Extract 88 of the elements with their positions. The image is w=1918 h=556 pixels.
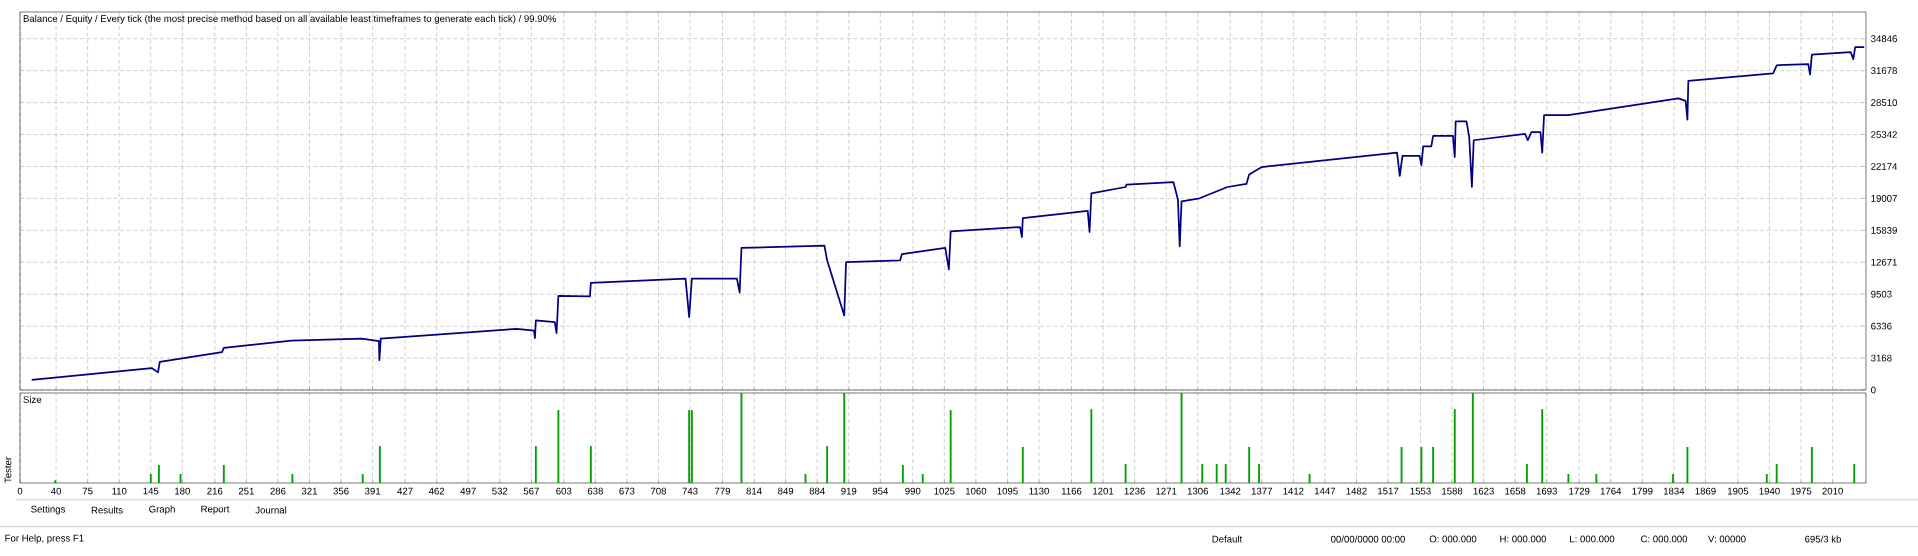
y-tick-label: 34846: [1871, 35, 1897, 43]
x-tick-label: 919: [841, 487, 857, 495]
text: Results: [91, 506, 123, 514]
x-tick-label: 1799: [1632, 487, 1653, 495]
x-tick-label: 497: [460, 487, 476, 495]
text: H: 000.000: [1500, 535, 1547, 543]
x-tick-label: 1271: [1156, 487, 1177, 495]
chart-title: Balance / Equity / Every tick (the most precise method based on all available least timeframes to generate each tick) / 99.90%: [23, 14, 557, 24]
x-tick-label: 1553: [1410, 487, 1431, 495]
x-tick-label: 1447: [1314, 487, 1336, 495]
y-tick-label: 22174: [1871, 163, 1898, 170]
x-tick-label: 1869: [1695, 487, 1716, 495]
x-tick-label: 1306: [1187, 487, 1208, 495]
y-tick-label: 28510: [1871, 99, 1897, 106]
line-series: [30, 46, 1866, 381]
x-tick-label: 40: [50, 487, 62, 495]
x-tick-label: 1060: [965, 487, 987, 495]
text: Settings: [31, 505, 66, 515]
x-tick-label: 990: [905, 487, 921, 495]
y-tick-label: 31678: [1871, 67, 1897, 75]
x-tick-label: 1166: [1061, 487, 1082, 495]
x-tick-label: 356: [333, 487, 349, 495]
chart-title: Size: [23, 395, 42, 403]
text: 00/00/0000 00:00: [1331, 535, 1405, 543]
x-tick-label: 884: [809, 487, 825, 495]
x-tick-label: 2010: [1822, 487, 1843, 495]
y-tick-label: 15839: [1871, 226, 1897, 234]
text: Journal: [255, 506, 287, 514]
x-tick-label: 216: [207, 487, 223, 495]
x-tick-label: 1025: [934, 487, 955, 495]
x-tick-label: 1834: [1663, 487, 1685, 495]
x-tick-label: 532: [492, 487, 508, 495]
x-tick-label: 391: [364, 487, 381, 495]
x-tick-label: 321: [301, 487, 318, 495]
x-tick-label: 180: [175, 487, 190, 495]
y-tick-label: 0: [1871, 386, 1876, 394]
x-tick-label: 1482: [1346, 487, 1367, 495]
x-tick-label: 145: [143, 487, 159, 495]
text: V: 00000: [1708, 535, 1746, 543]
x-tick-label: 1764: [1600, 487, 1622, 495]
x-tick-label: 1412: [1283, 487, 1304, 495]
text: Report: [201, 505, 230, 515]
x-tick-label: 75: [82, 487, 93, 495]
y-tick-label: 19007: [1871, 195, 1897, 202]
x-tick-label: 954: [872, 487, 889, 495]
x-tick-label: 638: [587, 487, 603, 495]
x-tick-label: 286: [270, 487, 286, 495]
y-tick-label: 12671: [1871, 258, 1897, 266]
x-tick-label: 1940: [1759, 487, 1780, 495]
x-tick-label: 1623: [1473, 487, 1494, 495]
text: L: 000.000: [1570, 535, 1615, 543]
x-tick-label: 1905: [1727, 487, 1749, 495]
x-tick-label: 1729: [1569, 487, 1590, 495]
x-tick-label: 110: [112, 487, 127, 495]
x-tick-label: 1342: [1220, 487, 1241, 495]
x-tick-label: 814: [746, 487, 762, 495]
x-tick-label: 251: [238, 487, 254, 495]
x-tick-label: 1588: [1442, 487, 1463, 495]
x-tick-label: 0: [17, 487, 23, 495]
x-tick-label: 1236: [1124, 487, 1145, 495]
x-tick-label: 603: [556, 487, 572, 495]
text: C: 000.000: [1641, 535, 1688, 543]
x-tick-label: 1975: [1791, 487, 1812, 495]
x-tick-label: 1658: [1505, 487, 1526, 495]
x-tick-label: 567: [523, 487, 539, 495]
x-tick-label: 427: [397, 487, 413, 495]
y-tick-label: 25342: [1871, 131, 1897, 138]
x-tick-label: 1377: [1251, 487, 1272, 495]
y-tick-label: 3168: [1871, 354, 1892, 362]
text: Tester: [4, 457, 12, 483]
x-tick-label: 1201: [1093, 487, 1114, 495]
text: 695/3 kb: [1805, 535, 1841, 543]
x-tick-label: 1693: [1536, 487, 1557, 495]
x-tick-label: 462: [428, 487, 445, 495]
x-tick-label: 673: [619, 487, 635, 495]
text: Default: [1212, 535, 1243, 543]
text: O: 000.000: [1429, 535, 1477, 543]
text: For Help, press F1: [5, 534, 84, 544]
y-tick-label: 9503: [1871, 290, 1892, 298]
x-tick-label: 708: [650, 487, 667, 495]
x-tick-label: 1517: [1378, 487, 1399, 495]
x-tick-label: 743: [682, 487, 698, 495]
x-tick-label: 849: [778, 487, 794, 495]
x-tick-label: 779: [715, 487, 731, 495]
x-tick-label: 1095: [997, 487, 1018, 495]
text: Graph: [149, 505, 175, 515]
x-tick-label: 1130: [1029, 487, 1049, 495]
y-tick-label: 6336: [1871, 322, 1892, 330]
